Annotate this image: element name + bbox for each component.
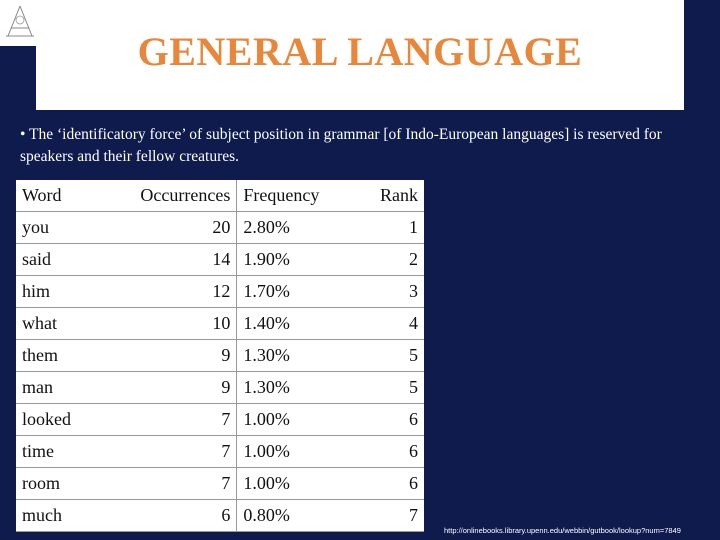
table-cell: you [16,211,99,244]
table-row: said 14 1.90% 2 [16,243,424,276]
table-cell: 1.00% [236,403,357,436]
table-cell: 1.70% [236,275,357,308]
table-row: man 9 1.30% 5 [16,371,424,404]
table-cell: 1 [356,211,424,244]
table-cell: 2 [356,243,424,276]
column-header: Occurrences [98,180,237,212]
table-cell: him [16,275,99,308]
column-header: Frequency [236,180,357,212]
table-cell: room [16,467,99,500]
table-cell: 7 [98,435,237,468]
table-cell: 9 [98,339,237,372]
column-header: Word [16,180,99,212]
logo [0,0,40,46]
table-cell: 7 [98,467,237,500]
table-cell: them [16,339,99,372]
table-cell: 6 [356,435,424,468]
title: GENERAL LANGUAGE [137,29,583,74]
table-cell: 2.80% [236,211,357,244]
table-cell: 5 [356,371,424,404]
table-cell: 10 [98,307,237,340]
table-cell: 5 [356,339,424,372]
table-cell: 14 [98,243,237,276]
table-cell: much [16,499,99,532]
table-cell: 4 [356,307,424,340]
column-header: Rank [356,180,424,212]
frequency-table: Word Occurrences Frequency Rank you 20 2.80% 1… [16,180,424,532]
bullet-text: • The ‘identificatory force’ of subject … [20,126,662,165]
header-box: GENERAL LANGUAGE [36,0,684,110]
table-cell: 6 [356,467,424,500]
table-cell: looked [16,403,99,436]
table-row: what 10 1.40% 4 [16,307,424,340]
table-cell: 1.90% [236,243,357,276]
table-cell: man [16,371,99,404]
table-row: looked 7 1.00% 6 [16,403,424,436]
table-row: him 12 1.70% 3 [16,275,424,308]
table-cell: time [16,435,99,468]
table-cell: 6 [356,403,424,436]
table-cell: said [16,243,99,276]
table-row: time 7 1.00% 6 [16,435,424,468]
table-cell: 6 [98,499,237,532]
table-cell: 0.80% [236,499,357,532]
table-row: them 9 1.30% 5 [16,339,424,372]
table-cell: 1.30% [236,371,357,404]
table-row: you 20 2.80% 1 [16,211,424,244]
table-body: you 20 2.80% 1 said 14 1.90% 2 him 12 1.70% 3 what 10… [16,211,424,532]
table-cell: 20 [98,211,237,244]
table-cell: 3 [356,275,424,308]
table-cell: 7 [98,403,237,436]
header-row: Word Occurrences Frequency Rank [16,180,424,212]
table-row: much 6 0.80% 7 [16,499,424,532]
table-cell: 7 [356,499,424,532]
source-url: http://onlinebooks.library.upenn.edu/web… [444,526,681,535]
table-row: room 7 1.00% 6 [16,467,424,500]
table-cell: 1.00% [236,467,357,500]
table-cell: 9 [98,371,237,404]
table-cell: 12 [98,275,237,308]
table-cell: what [16,307,99,340]
table-cell: 1.30% [236,339,357,372]
table-cell: 1.40% [236,307,357,340]
table-cell: 1.00% [236,435,357,468]
